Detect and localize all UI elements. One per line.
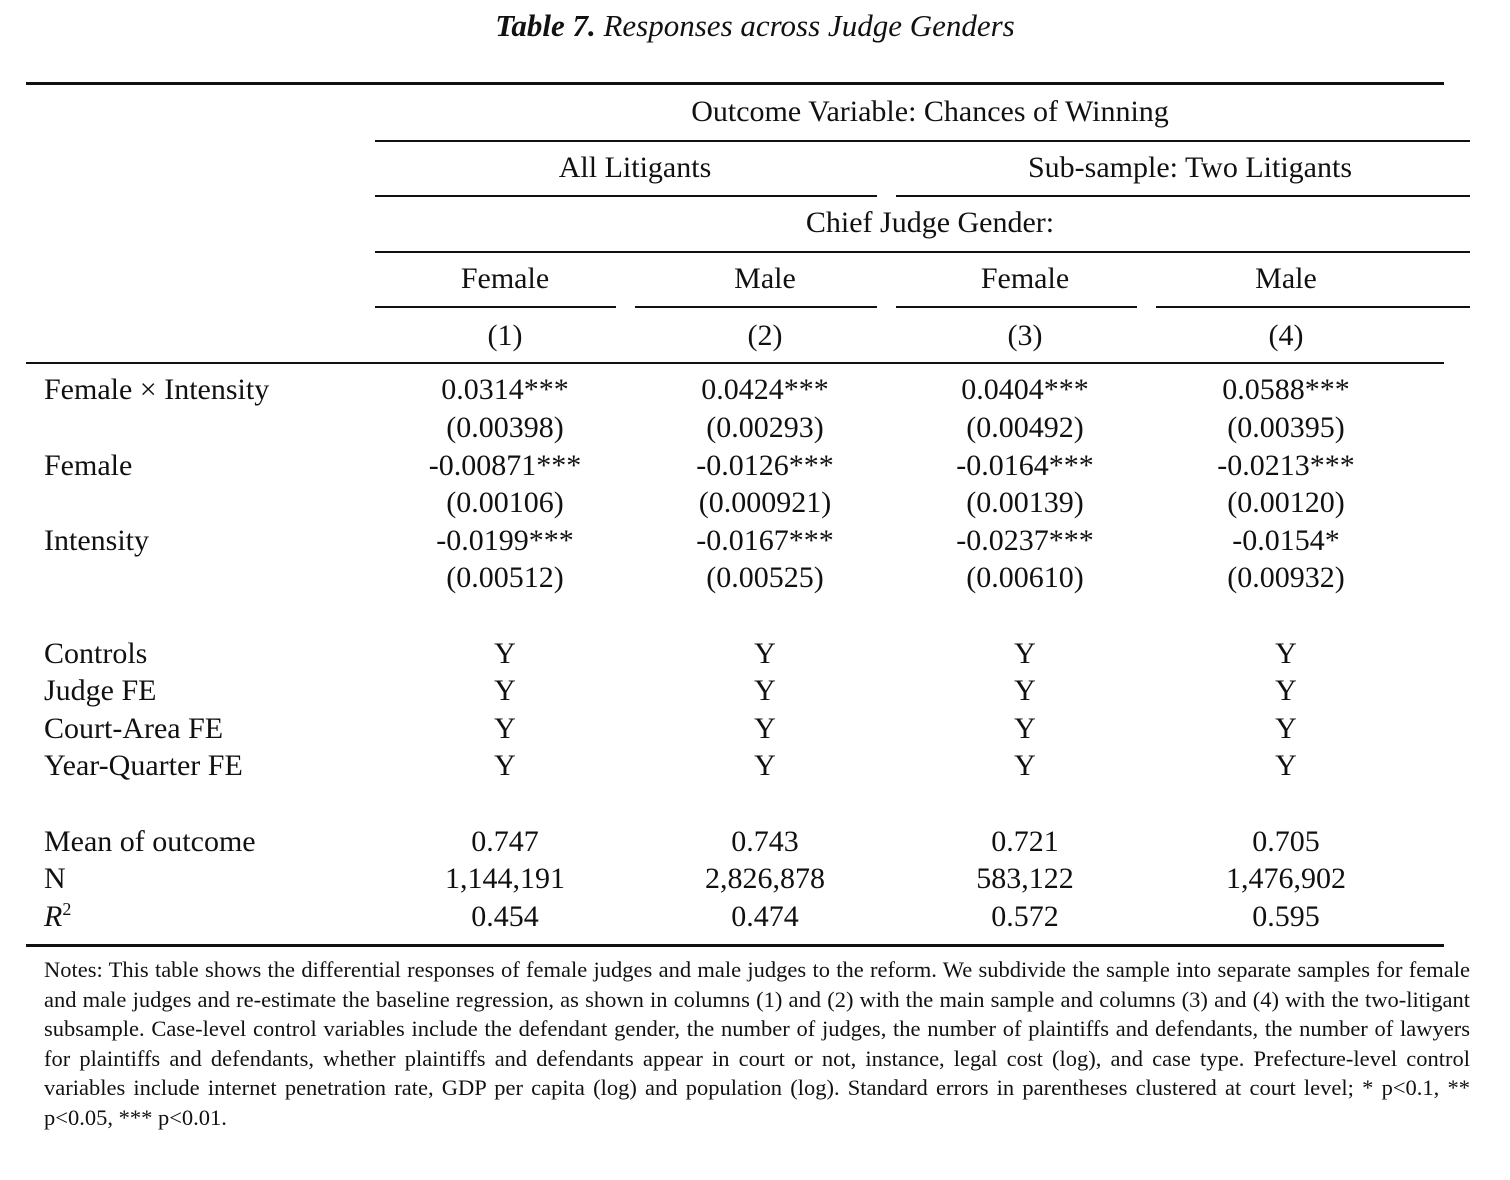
stat-cell: 1,476,902: [1226, 862, 1346, 895]
gender-rule: [1156, 306, 1470, 308]
control-cell: Y: [1014, 637, 1036, 670]
control-label: Court-Area FE: [44, 712, 224, 745]
control-cell: Y: [1014, 674, 1036, 707]
control-cell: Y: [754, 749, 776, 782]
se-cell: (0.00398): [446, 411, 564, 444]
group-header-two: Sub-sample: Two Litigants: [1028, 151, 1352, 184]
group-rule-all: [375, 195, 877, 197]
column-number: (4): [1268, 319, 1304, 352]
r-symbol: R: [44, 900, 63, 933]
control-cell: Y: [1275, 637, 1297, 670]
stat-cell: 0.454: [471, 900, 539, 933]
coef-cell: -0.0154*: [1232, 524, 1340, 557]
stat-cell: 0.747: [471, 825, 539, 858]
coef-cell: 0.0404***: [961, 373, 1089, 406]
row-label: Intensity: [44, 524, 149, 557]
se-cell: (0.00512): [446, 561, 564, 594]
table-notes: Notes: This table shows the differential…: [44, 957, 1470, 1130]
coef-cell: -0.0126***: [696, 449, 834, 482]
control-label: Year-Quarter FE: [44, 749, 243, 782]
se-cell: (0.00525): [706, 561, 824, 594]
stat-cell: 1,144,191: [445, 862, 565, 895]
control-cell: Y: [1014, 749, 1036, 782]
se-cell: (0.000921): [698, 486, 832, 519]
coef-cell: -0.0199***: [436, 524, 574, 557]
coef-cell: -0.0213***: [1217, 449, 1355, 482]
top-rule: [26, 82, 1444, 85]
se-cell: (0.00395): [1227, 411, 1345, 444]
control-cell: Y: [1275, 712, 1297, 745]
coef-cell: 0.0588***: [1222, 373, 1350, 406]
r-superscript: 2: [62, 899, 72, 919]
control-cell: Y: [494, 674, 516, 707]
stat-label: Mean of outcome: [44, 825, 256, 858]
control-cell: Y: [494, 749, 516, 782]
se-cell: (0.00293): [706, 411, 824, 444]
control-cell: Y: [1275, 749, 1297, 782]
control-label: Controls: [44, 637, 148, 670]
subheader-gender: Chief Judge Gender:: [805, 206, 1055, 239]
coef-cell: -0.0237***: [956, 524, 1094, 557]
stat-label-r2: R2: [44, 899, 71, 935]
outcome-header: Outcome Variable: Chances of Winning: [691, 95, 1169, 128]
header-rule: [26, 362, 1444, 364]
bottom-rule: [26, 944, 1444, 947]
row-label: Female × Intensity: [44, 373, 270, 406]
stat-cell: 0.721: [991, 825, 1059, 858]
se-cell: (0.00106): [446, 486, 564, 519]
se-cell: (0.00610): [966, 561, 1084, 594]
coef-cell: 0.0424***: [701, 373, 829, 406]
table-title: Table 7. Responses across Judge Genders: [0, 8, 1510, 44]
gender-rule: [635, 306, 877, 308]
column-number: (2): [747, 319, 783, 352]
stat-cell: 0.595: [1252, 900, 1320, 933]
group-header-all: All Litigants: [558, 151, 712, 184]
coef-cell: 0.0314***: [441, 373, 569, 406]
gender-rule: [896, 306, 1137, 308]
se-cell: (0.00932): [1227, 561, 1345, 594]
table-caption: Responses across Judge Genders: [603, 8, 1015, 43]
se-cell: (0.00492): [966, 411, 1084, 444]
outcome-rule: [375, 140, 1470, 142]
control-cell: Y: [754, 637, 776, 670]
group-rule-two: [896, 195, 1470, 197]
gender-header: Female: [460, 262, 550, 295]
stat-cell: 2,826,878: [705, 862, 825, 895]
control-label: Judge FE: [44, 674, 157, 707]
stat-cell: 0.572: [991, 900, 1059, 933]
column-number: (3): [1007, 319, 1043, 352]
control-cell: Y: [494, 637, 516, 670]
control-cell: Y: [494, 712, 516, 745]
stat-label: N: [44, 862, 66, 895]
gender-rule: [375, 306, 616, 308]
coef-cell: -0.0164***: [956, 449, 1094, 482]
coef-cell: -0.00871***: [428, 449, 582, 482]
gender-header: Male: [1255, 262, 1317, 295]
coef-cell: -0.0167***: [696, 524, 834, 557]
control-cell: Y: [754, 712, 776, 745]
table-number: Table 7.: [495, 8, 596, 43]
stat-cell: 0.474: [731, 900, 799, 933]
gender-header: Male: [734, 262, 796, 295]
row-label: Female: [44, 449, 133, 482]
control-cell: Y: [1275, 674, 1297, 707]
stat-cell: 583,122: [976, 862, 1074, 895]
subheader-rule: [375, 251, 1470, 253]
stat-cell: 0.705: [1252, 825, 1320, 858]
gender-header: Female: [980, 262, 1070, 295]
column-number: (1): [487, 319, 523, 352]
control-cell: Y: [1014, 712, 1036, 745]
se-cell: (0.00139): [966, 486, 1084, 519]
control-cell: Y: [754, 674, 776, 707]
stat-cell: 0.743: [731, 825, 799, 858]
se-cell: (0.00120): [1227, 486, 1345, 519]
